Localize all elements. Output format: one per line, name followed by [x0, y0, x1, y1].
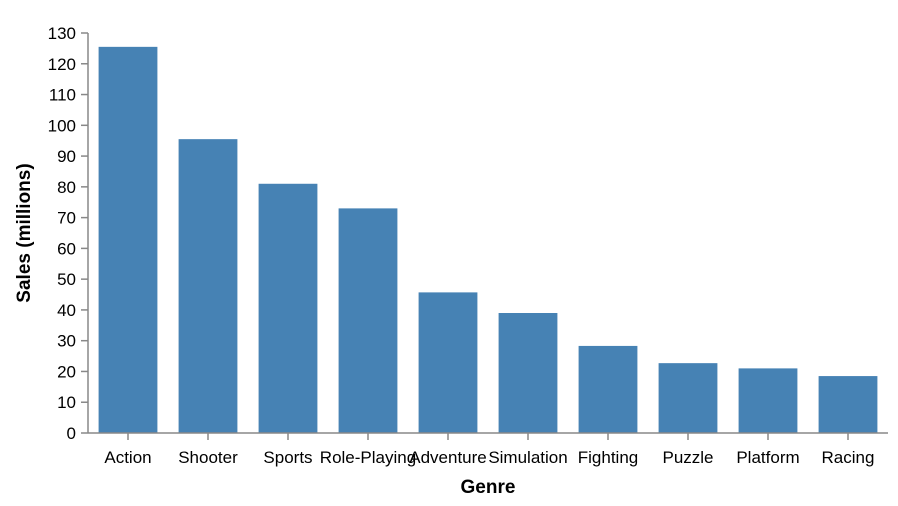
bars-group: [98, 46, 878, 433]
x-tick-label: Puzzle: [662, 448, 713, 467]
y-tick-label: 120: [48, 55, 76, 74]
y-tick-label: 50: [57, 270, 76, 289]
y-tick-label: 110: [49, 86, 76, 105]
y-tick-label: 70: [57, 209, 76, 228]
bar-shooter: [178, 139, 238, 433]
y-tick-label: 20: [57, 362, 76, 381]
x-tick-label: Adventure: [409, 448, 487, 467]
bar-adventure: [418, 292, 478, 433]
bar-role-playing: [338, 208, 398, 433]
y-tick-label: 40: [57, 301, 76, 320]
y-tick-label: 10: [57, 393, 76, 412]
x-tick-label: Shooter: [178, 448, 238, 467]
y-tick-label: 80: [57, 178, 76, 197]
y-tick-label: 0: [67, 424, 76, 443]
y-tick-label: 30: [57, 332, 76, 351]
x-tick-label: Sports: [263, 448, 312, 467]
x-tick-label: Racing: [822, 448, 875, 467]
x-axis-title: Genre: [461, 477, 516, 498]
y-tick-label: 60: [57, 239, 76, 258]
bar-fighting: [578, 345, 638, 433]
y-tick-label: 90: [57, 147, 76, 166]
bar-racing: [818, 376, 878, 433]
y-tick-label: 100: [48, 116, 76, 135]
bar-action: [98, 46, 158, 433]
x-tick-label: Action: [104, 448, 151, 467]
bar-simulation: [498, 313, 558, 433]
bar-platform: [738, 368, 798, 433]
x-tick-label: Role-Playing: [320, 448, 416, 467]
bar-sports: [258, 183, 318, 433]
y-tick-label: 130: [48, 24, 76, 43]
bar-puzzle: [658, 363, 718, 433]
x-axis-ticks: Action Shooter Sports Role-PlayingAdventure…: [104, 433, 874, 467]
x-tick-label: Simulation: [488, 448, 567, 467]
x-tick-label: Fighting: [578, 448, 638, 467]
y-axis-title: Sales (millions): [14, 163, 35, 302]
y-axis-ticks: 0 10 20 30 40 50 60 70 80 90 100 110 120 130: [48, 24, 88, 443]
x-tick-label: Platform: [736, 448, 799, 467]
